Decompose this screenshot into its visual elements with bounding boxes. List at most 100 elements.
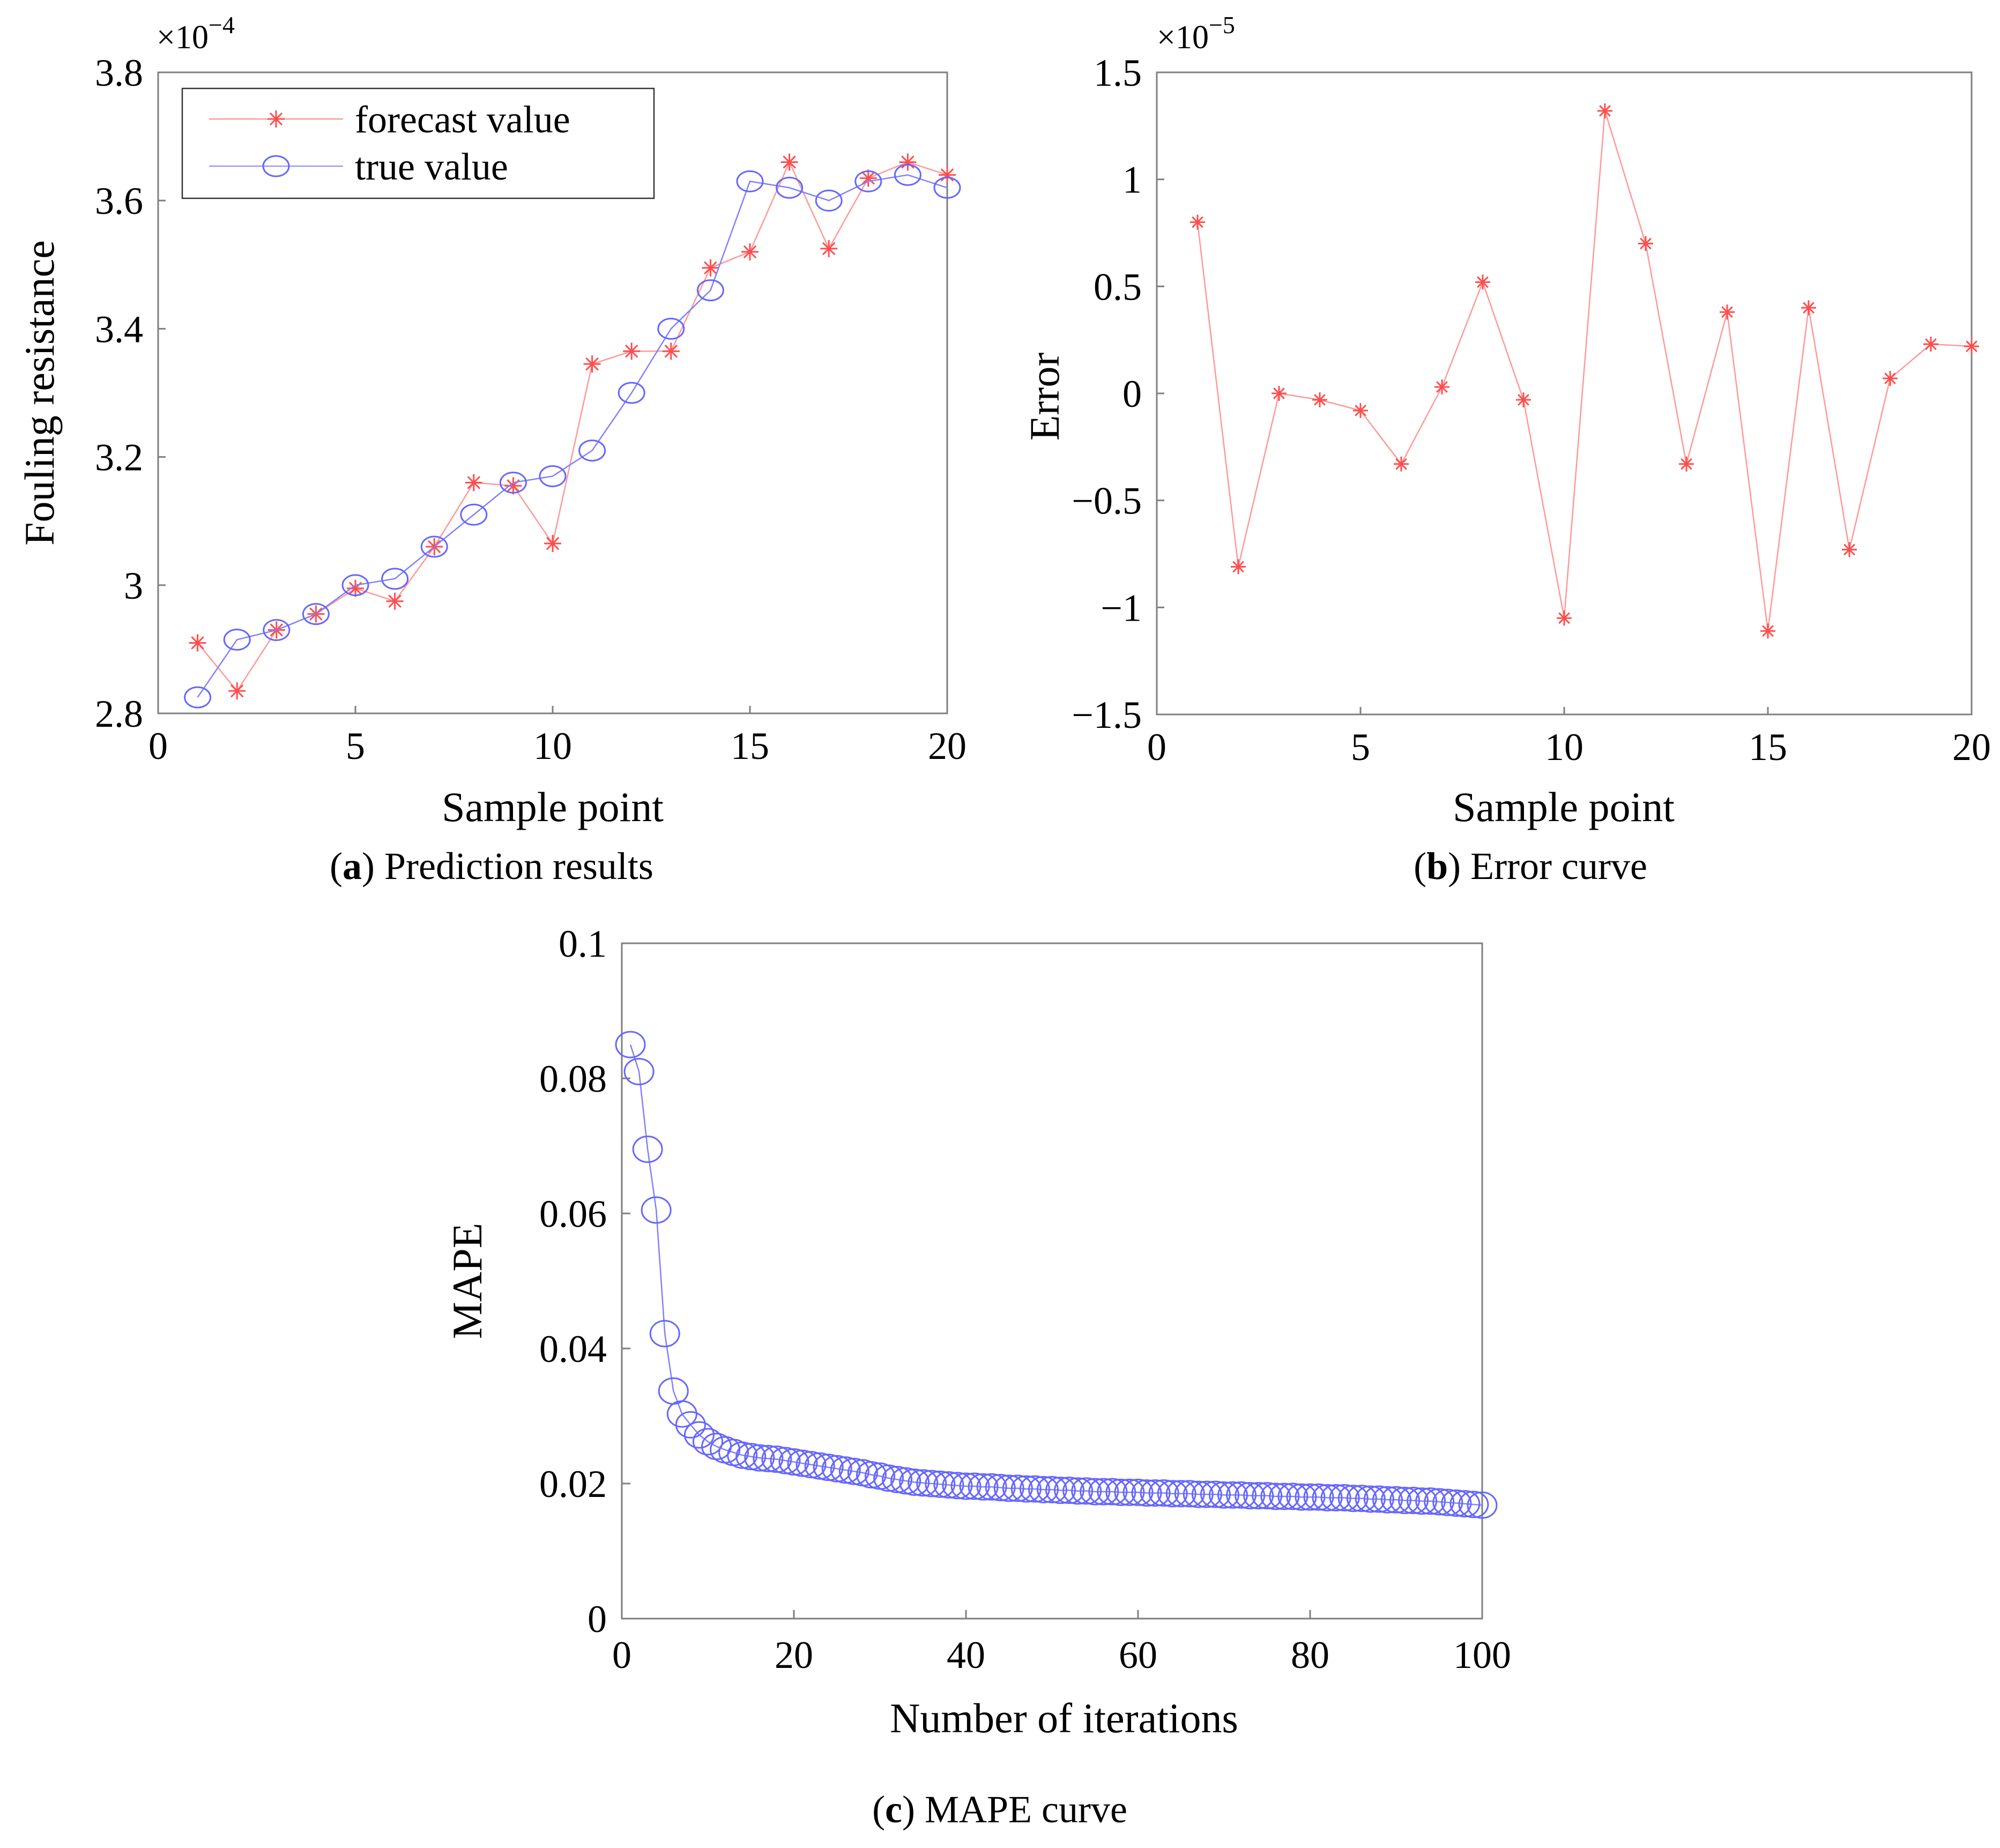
data-point-circle [1458,1491,1489,1518]
data-point-star [583,355,601,373]
data-point-circle [815,189,843,212]
exponent-label-b: ×10−5 [1157,11,1235,56]
data-point-circle [623,1057,655,1085]
y-tick-label: 0 [1122,372,1142,415]
x-tick-label: 10 [533,725,572,767]
data-point-circle [1062,1477,1094,1505]
caption-c: (c) MAPE curve [872,1788,1127,1831]
y-tick-label: 3.6 [95,180,143,222]
data-point-star [899,153,917,171]
data-point-circle [1286,1483,1317,1511]
data-point-circle [950,1472,982,1500]
data-point-circle [778,1448,809,1476]
data-point-circle [873,1464,904,1492]
data-point-circle [813,1454,844,1481]
data-point-circle [632,1135,663,1163]
x-tick-label: 15 [1749,726,1787,769]
data-point-circle [1226,1481,1257,1509]
data-point-star [1842,542,1857,557]
data-point-circle [1312,1484,1343,1511]
caption-a: (a) Prediction results [330,845,653,888]
data-point-circle [761,1445,792,1473]
y-tick-label: 0.1 [559,922,607,965]
data-point-star [662,342,680,360]
data-point-star [1516,392,1531,407]
data-point-circle [744,1444,775,1472]
y-tick-label: 0.04 [539,1328,607,1370]
data-point-circle [1010,1475,1042,1503]
data-point-circle [882,1465,913,1493]
data-point-circle [1355,1485,1386,1513]
y-tick-label: −1.5 [1072,694,1142,736]
y-tick-label: 3.4 [95,308,143,351]
panel-b-error-curve: 0 5 10 15 20 −1.5 −1 −0.5 0 0.5 1 1.5 ×10−5 Error S… [1021,11,1991,888]
series-group-a [184,153,961,709]
series-group-c [615,1031,1498,1519]
y-tick-label: 3 [124,564,143,607]
data-point-star [623,342,641,360]
data-point-circle [1381,1486,1411,1514]
legend-label-forecast: forecast value [355,98,570,141]
data-point-circle [420,535,448,558]
data-point-circle [263,619,291,642]
series-line-mape [629,1044,1483,1506]
x-tick-label: 5 [1351,726,1370,769]
data-point-circle [1028,1476,1059,1503]
plot-area-c [621,942,1483,1620]
data-point-circle [933,1471,964,1499]
legend-label-true: true value [355,145,508,188]
data-point-circle [908,1469,939,1497]
data-point-star [1434,379,1449,395]
data-point-circle [1045,1477,1076,1504]
data-point-circle [976,1473,1007,1501]
data-point-circle [1424,1488,1455,1516]
data-point-circle [649,1320,680,1347]
series-line-true-value [197,174,948,698]
data-point-circle [968,1473,999,1501]
data-point-circle [993,1474,1024,1502]
data-point-star [741,243,759,260]
data-point-circle [821,1455,852,1482]
data-point-circle [1407,1487,1438,1515]
y-tick-label: 1.5 [1094,51,1142,94]
data-point-star [1801,300,1816,316]
x-axis-label-a: Sample point [442,784,664,830]
data-point-circle [985,1474,1016,1502]
data-point-circle [1303,1483,1334,1511]
data-point-circle [539,465,567,487]
data-point-star [859,169,877,187]
data-point-star [1597,103,1612,118]
data-point-circle [1372,1486,1403,1514]
data-point-circle [615,1031,646,1059]
x-tick-label: 20 [928,725,966,767]
data-point-circle [804,1452,835,1480]
y-tick-label: 0.5 [1094,265,1142,308]
data-point-star [702,259,719,277]
data-point-circle [1346,1485,1377,1512]
y-tick-label: 0.02 [539,1463,607,1506]
data-point-star [1475,274,1490,290]
data-point-circle [1191,1480,1222,1508]
data-point-circle [1002,1474,1033,1502]
data-point-circle [666,1400,697,1428]
x-tick-label: 20 [775,1634,813,1676]
axis-ticks-b: 0 5 10 15 20 −1.5 −1 −0.5 0 0.5 1 1.5 [1072,51,1991,769]
data-point-circle [302,603,330,625]
data-point-star [1679,456,1694,472]
series-group-b [1190,103,1979,639]
y-tick-label: −1 [1101,586,1142,629]
data-point-circle [641,1196,672,1224]
data-point-circle [499,471,527,494]
data-point-circle [184,686,212,709]
data-point-circle [894,163,921,186]
data-point-circle [1277,1482,1308,1510]
data-point-star [1923,337,1938,352]
y-tick-label: 0.08 [539,1057,607,1100]
data-point-circle [223,628,251,651]
data-point-star [1638,236,1653,251]
x-tick-label: 0 [1147,726,1166,769]
data-point-circle [1174,1480,1205,1508]
data-point-circle [1114,1478,1145,1506]
data-point-circle [1441,1489,1472,1517]
